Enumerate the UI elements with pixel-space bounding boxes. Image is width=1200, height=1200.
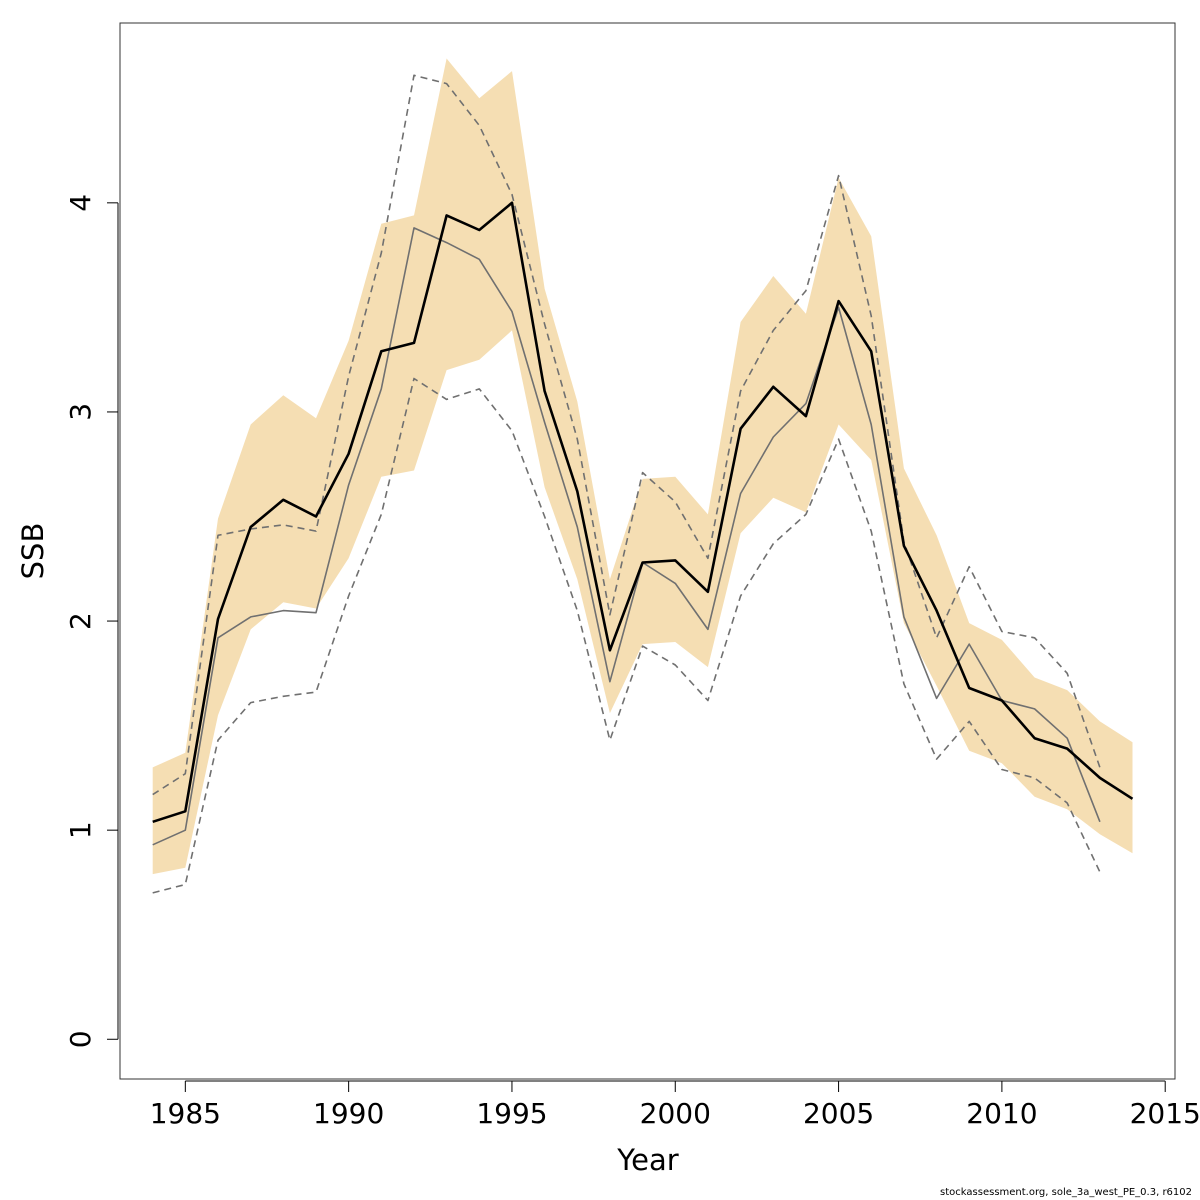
y-tick-label: 4 <box>64 194 97 212</box>
x-tick-label: 1995 <box>476 1097 547 1130</box>
x-tick-label: 2005 <box>803 1097 874 1130</box>
y-axis: 0 1 2 3 4 <box>64 194 119 1048</box>
lower-dashed-line <box>152 377 1101 894</box>
x-axis-title: Year <box>616 1143 678 1177</box>
confidence-band-layer <box>152 58 1133 875</box>
x-axis: 1985 1990 1995 2000 2005 2010 2015 <box>150 1080 1200 1130</box>
x-tick-label: 1985 <box>150 1097 221 1130</box>
x-tick-label: 2010 <box>966 1097 1037 1130</box>
retro-line <box>152 227 1101 846</box>
x-tick-label: 2015 <box>1130 1097 1200 1130</box>
x-tick-label: 2000 <box>640 1097 711 1130</box>
y-axis-title: SSB <box>16 523 50 580</box>
series-lines-layer <box>152 74 1134 894</box>
y-tick-label: 0 <box>64 1030 97 1048</box>
confidence-band <box>152 58 1133 875</box>
ssb-estimate-line <box>152 201 1134 824</box>
x-tick-label: 1990 <box>313 1097 384 1130</box>
y-tick-label: 3 <box>64 403 97 421</box>
plot-frame <box>119 22 1176 1080</box>
y-tick-label: 2 <box>64 612 97 630</box>
y-tick-label: 1 <box>64 821 97 839</box>
footer-caption: stockassessment.org, sole_3a_west_PE_0.3… <box>940 1187 1192 1198</box>
